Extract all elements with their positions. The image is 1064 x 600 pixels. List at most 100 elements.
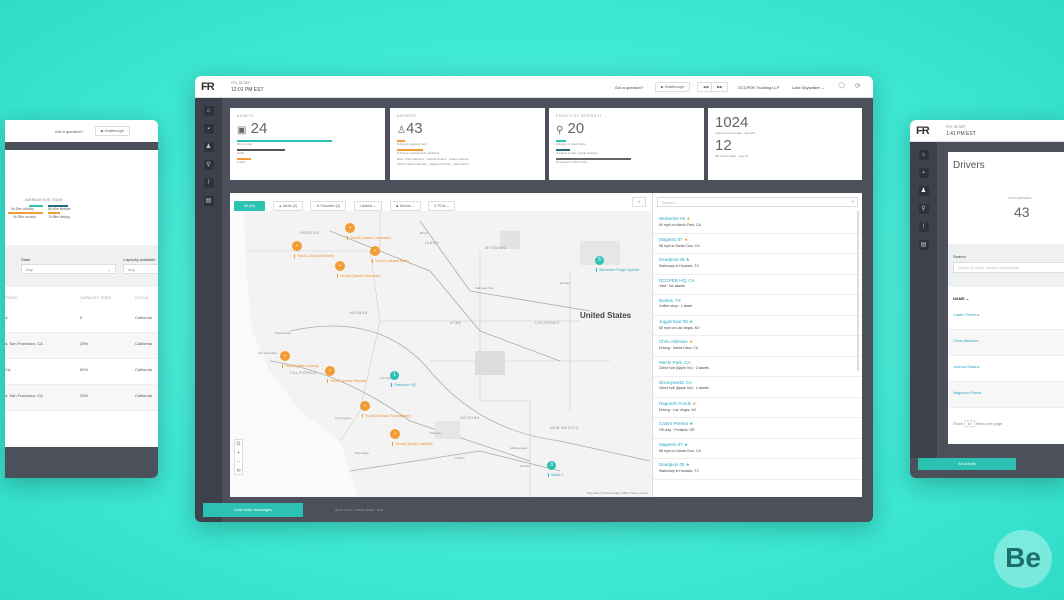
poi-card[interactable]: POINTS OF INTEREST ⚲ 20 8 assets in clie… xyxy=(549,108,704,180)
truck-marker-icon[interactable]: ▪ xyxy=(335,261,345,271)
truck-marker-icon[interactable]: ▪ xyxy=(292,241,302,251)
star-icon[interactable]: ★ xyxy=(684,462,690,467)
chat-icon[interactable]: 🗨 xyxy=(837,83,846,90)
list-item[interactable]: Deadpool 05 ★ Stationary in Houston, TX xyxy=(653,459,862,480)
list-item[interactable]: Castro Pereira ★ Off duty · Portland, OR xyxy=(653,418,862,439)
driver-icon[interactable]: ♟ xyxy=(203,142,214,152)
cluster-marker[interactable]: 1 xyxy=(390,371,399,380)
asset-list: Search... ⌕ Wolverine 02 ★ 60 mph on Menlo… xyxy=(652,193,862,497)
list-item[interactable]: Juggernaut 08 ★ 60 mph on Las Vegas, NV xyxy=(653,316,862,336)
help-link[interactable]: Help xyxy=(376,508,384,512)
app-logo: FR xyxy=(201,81,215,93)
pois-dropdown[interactable]: ⚲ POIs ⌄ xyxy=(428,200,456,211)
list-item[interactable]: DCCPER HQ, CA Yard · No assets xyxy=(653,275,862,295)
star-icon[interactable]: ★ xyxy=(688,421,694,426)
item-subtitle: Stationary in Houston, TX xyxy=(659,469,699,473)
poi-icon[interactable]: ⚲ xyxy=(203,160,214,170)
truck-marker-icon[interactable]: ▪ xyxy=(370,246,380,256)
walkthrough-button[interactable]: ▶ Walkthrough xyxy=(655,82,691,92)
drivers-card[interactable]: DRIVERS ♙43 5 drivers needing help 8 dri… xyxy=(390,108,545,180)
star-icon[interactable]: ★ xyxy=(682,441,689,447)
assets-card[interactable]: ASSETS ▣ 24 20 en route 4 idle 0 alert xyxy=(230,108,385,180)
driver-icon[interactable]: ♟ xyxy=(918,186,929,196)
star-icon[interactable]: ★ xyxy=(685,216,691,221)
truck-marker-icon[interactable]: ▪ xyxy=(390,429,400,439)
per-page-select[interactable]: 10 xyxy=(964,420,975,427)
poi-icon[interactable]: ⚲ xyxy=(918,204,929,214)
cluster-label: Wolverine Freight Sprinter xyxy=(596,268,640,272)
name-column-header[interactable]: NAME ⌄ xyxy=(953,296,970,301)
driver-row[interactable]: Castro Pereira xyxy=(948,304,1064,330)
star-icon[interactable]: ★ xyxy=(687,318,694,324)
card-label: DRIVERS xyxy=(397,114,417,118)
cluster-marker[interactable]: 5 xyxy=(595,256,604,265)
list-item[interactable]: Menlo Park, CA Client hub (Apple Inc) · 2… xyxy=(653,357,862,377)
list-item[interactable]: Wolverine 02 ★ 60 mph on Menlo Park, CA xyxy=(653,213,862,234)
document-icon[interactable]: ▤ xyxy=(203,196,214,206)
document-icon[interactable]: ▤ xyxy=(918,240,929,250)
star-icon[interactable]: ★ xyxy=(682,236,689,242)
walkthrough-button[interactable]: ▶ Walkthrough xyxy=(95,126,131,136)
capacity-select[interactable]: Any xyxy=(123,264,158,274)
map-panel: All (43) ▲ Alerts (2) ★ Favorites (3) ▪ … xyxy=(230,193,862,497)
cluster-marker[interactable]: 3 xyxy=(547,461,556,470)
driver-name-link[interactable]: Castro Pereira xyxy=(953,312,979,317)
notification-icon[interactable]: ⟳ xyxy=(855,83,861,90)
map-settings-button[interactable]: ≡ xyxy=(632,197,647,207)
driver-row[interactable]: Joshua Strains xyxy=(948,356,1064,382)
drivers-dropdown[interactable]: ♟ Drivers ⌄ xyxy=(389,200,421,211)
home-icon[interactable]: ⌂ xyxy=(918,150,929,160)
driver-name-link[interactable]: Chris Atkinson xyxy=(953,338,979,343)
load-older-messages-button[interactable]: Load older messages xyxy=(203,503,303,517)
truck-marker-icon[interactable]: ▪ xyxy=(360,401,370,411)
truck-icon[interactable]: ▪ xyxy=(918,168,929,178)
list-item[interactable]: Deadpool 05 ★ Stationary in Houston, TX xyxy=(653,254,862,275)
driver-row[interactable]: Naguesh Ponds xyxy=(948,382,1064,408)
truck-icon[interactable]: ▪ xyxy=(203,124,214,134)
list-item[interactable]: Naguesh Ponds ★ Driving · Las Vegas, NV xyxy=(653,398,862,418)
mileage-card[interactable]: 1024 miles covered today · avg 972 12 id… xyxy=(708,108,862,180)
list-item[interactable]: Disneyworld, CA Client hub (Apple Inc) · … xyxy=(653,377,862,398)
driver-name-link[interactable]: Naguesh Ponds xyxy=(953,390,982,395)
driver-search-input[interactable]: Search by Name, email or license plate xyxy=(953,262,1064,273)
map[interactable]: OREGON IDAHO WYOMING NEVADA UTAH COLORADO CALI… xyxy=(230,211,652,497)
truck-marker-icon[interactable]: ▪ xyxy=(280,351,290,361)
list-item[interactable]: Chris Atkinson ★ Driving · Santa Clara, C… xyxy=(653,336,862,357)
star-icon[interactable]: ★ xyxy=(684,257,690,262)
stat-on-duty: 4h 25m on duty xyxy=(13,215,36,219)
map-label: IDAHO xyxy=(425,241,440,245)
star-icon[interactable]: ★ xyxy=(691,400,697,406)
miles-value: 1024 xyxy=(715,114,749,131)
driver-name-link[interactable]: Joshua Strains xyxy=(953,364,980,369)
home-icon[interactable]: ⌂ xyxy=(203,106,214,116)
user-menu[interactable]: Luke Skywalker ⌄ xyxy=(792,85,825,90)
star-icon[interactable]: ★ xyxy=(687,339,694,344)
list-item[interactable]: Magneto 07 ★ 58 mph on Santa Cruz, CA xyxy=(653,439,862,459)
list-scrollbar[interactable] xyxy=(857,211,859,371)
truck-marker-icon[interactable]: ▪ xyxy=(325,366,335,376)
assets-dropdown[interactable]: ▪ Assets ⌄ xyxy=(353,200,383,211)
item-name: Naguesh Ponds ★ xyxy=(659,400,697,406)
truck-marker-icon[interactable]: ▪ xyxy=(345,223,355,233)
privacy-link[interactable]: Privacy Notice xyxy=(355,508,375,512)
list-item[interactable]: Burleis, TX Coffee shop · 1 asset xyxy=(653,295,862,316)
alert-icon[interactable]: ! xyxy=(918,222,929,232)
next-button[interactable]: ▶▶ xyxy=(711,82,729,92)
poi-icon: ⚲ xyxy=(556,125,564,136)
tab-all[interactable]: All (43) xyxy=(234,200,266,211)
table-row[interactable]: A 0 California xyxy=(5,307,158,333)
tab-favorites[interactable]: ★ Favorites (3) xyxy=(310,200,347,211)
list-search-input[interactable]: Search... ⌕ xyxy=(657,197,858,207)
all-activity-button[interactable]: All activity xyxy=(918,458,1016,470)
terms-link[interactable]: Terms of Use xyxy=(335,508,353,512)
cluster-label: Sacks 7 xyxy=(548,473,563,477)
table-row[interactable]: a, San Francisco, CA 25% California xyxy=(5,333,158,359)
zoom-controls[interactable]: ⊡ + − ⟲ xyxy=(234,439,243,475)
state-select[interactable]: Any ⌄ xyxy=(21,264,116,274)
driver-row[interactable]: Chris Atkinson xyxy=(948,330,1064,356)
list-item[interactable]: Magneto 07 ★ 58 mph in Santa Cruz, CA xyxy=(653,234,862,254)
alert-icon[interactable]: ! xyxy=(203,178,214,188)
table-row[interactable]: a, San Francisco, CA 25% California xyxy=(5,385,158,411)
table-row[interactable]: CA 50% California xyxy=(5,359,158,385)
tab-alerts[interactable]: ▲ Alerts (2) xyxy=(272,200,303,211)
